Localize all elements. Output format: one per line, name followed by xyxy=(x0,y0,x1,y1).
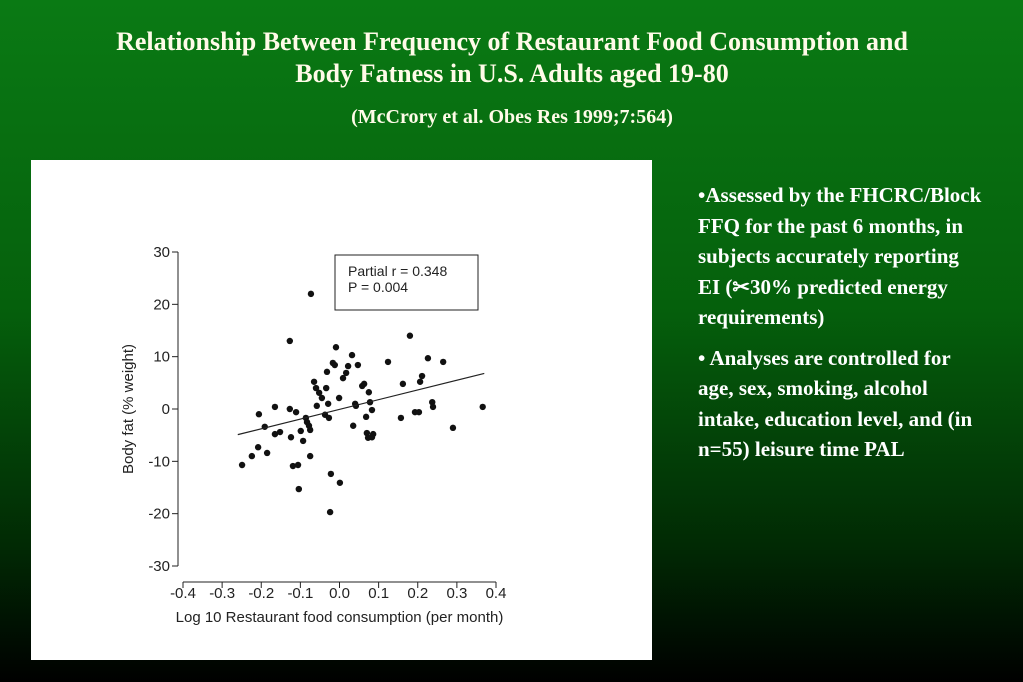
point xyxy=(307,290,315,298)
y-tick-label: -10 xyxy=(148,453,170,470)
point xyxy=(368,406,376,414)
point xyxy=(429,398,436,406)
point xyxy=(276,428,284,436)
point xyxy=(294,461,302,469)
point xyxy=(318,394,326,402)
point xyxy=(384,358,392,366)
point xyxy=(313,402,321,410)
point xyxy=(479,403,486,411)
point xyxy=(418,372,426,380)
point xyxy=(415,408,423,416)
point xyxy=(399,380,407,388)
x-tick-label: -0.2 xyxy=(248,585,274,602)
point xyxy=(263,449,271,457)
point xyxy=(322,384,330,392)
point xyxy=(339,374,347,382)
point xyxy=(324,400,332,407)
annotation-box xyxy=(334,254,479,311)
y-axis-label: Body fat (% weight) xyxy=(120,344,137,474)
point xyxy=(286,405,294,413)
point xyxy=(323,368,331,376)
x-tick-label: -0.1 xyxy=(287,585,313,602)
y-tick-label: 10 xyxy=(153,349,170,366)
point xyxy=(297,427,304,435)
point xyxy=(289,462,297,470)
point xyxy=(348,351,356,359)
y-tick-label: -20 xyxy=(148,506,170,523)
x-tick-label: -0.4 xyxy=(170,585,196,602)
point xyxy=(238,461,246,469)
point xyxy=(255,411,263,418)
bullet: •Assessed by the FHCRC/Block FFQ for the… xyxy=(698,183,982,329)
point xyxy=(397,414,405,422)
point xyxy=(295,485,303,493)
annotation: P = 0.004 xyxy=(348,279,408,295)
chart-panel xyxy=(31,160,652,660)
y-tick-label: -30 xyxy=(148,558,170,575)
point xyxy=(354,361,362,369)
y-tick-label: 30 xyxy=(153,244,170,261)
bullet: • Analyses are controlled for age, sex, … xyxy=(698,345,973,462)
x-tick-label: 0.4 xyxy=(486,585,507,602)
point xyxy=(336,479,344,486)
x-tick-label: 0.0 xyxy=(329,585,350,602)
point xyxy=(306,452,314,460)
point xyxy=(286,337,294,345)
point xyxy=(429,403,437,411)
point xyxy=(248,452,256,460)
bullet-list: •Assessed by the FHCRC/Block FFQ for the… xyxy=(698,180,983,475)
point xyxy=(342,369,350,377)
point xyxy=(254,444,262,451)
point xyxy=(287,434,295,441)
point xyxy=(439,358,447,366)
point xyxy=(325,414,333,422)
point xyxy=(292,408,300,416)
point xyxy=(335,394,343,402)
point xyxy=(362,413,370,421)
point xyxy=(365,389,373,396)
point xyxy=(271,430,279,438)
point xyxy=(310,378,318,385)
x-tick-label: 0.3 xyxy=(446,585,467,602)
point xyxy=(299,437,307,445)
slide-subtitle: (McCrory et al. Obes Res 1999;7:564) xyxy=(351,106,673,128)
point xyxy=(360,380,368,388)
point xyxy=(406,332,414,339)
point xyxy=(331,361,339,369)
point xyxy=(349,422,357,429)
point xyxy=(271,403,279,411)
point xyxy=(369,430,377,438)
slide-title: Relationship Between Frequency of Restau… xyxy=(116,27,908,88)
y-tick-label: 0 xyxy=(162,401,170,418)
point xyxy=(332,344,340,351)
point xyxy=(306,426,314,434)
point xyxy=(327,470,335,478)
y-tick-label: 20 xyxy=(153,296,170,313)
x-axis-label: Log 10 Restaurant food consumption (per … xyxy=(176,609,504,626)
x-tick-label: -0.3 xyxy=(209,585,235,602)
x-tick-label: 0.2 xyxy=(407,585,428,602)
trend-line xyxy=(237,372,485,436)
x-tick-label: 0.1 xyxy=(368,585,389,602)
point xyxy=(416,378,424,385)
point xyxy=(449,424,457,432)
point xyxy=(315,389,323,396)
point xyxy=(312,384,320,392)
point xyxy=(424,355,432,362)
annotation: Partial r = 0.348 xyxy=(348,263,447,279)
point xyxy=(344,362,352,370)
point xyxy=(326,508,334,516)
